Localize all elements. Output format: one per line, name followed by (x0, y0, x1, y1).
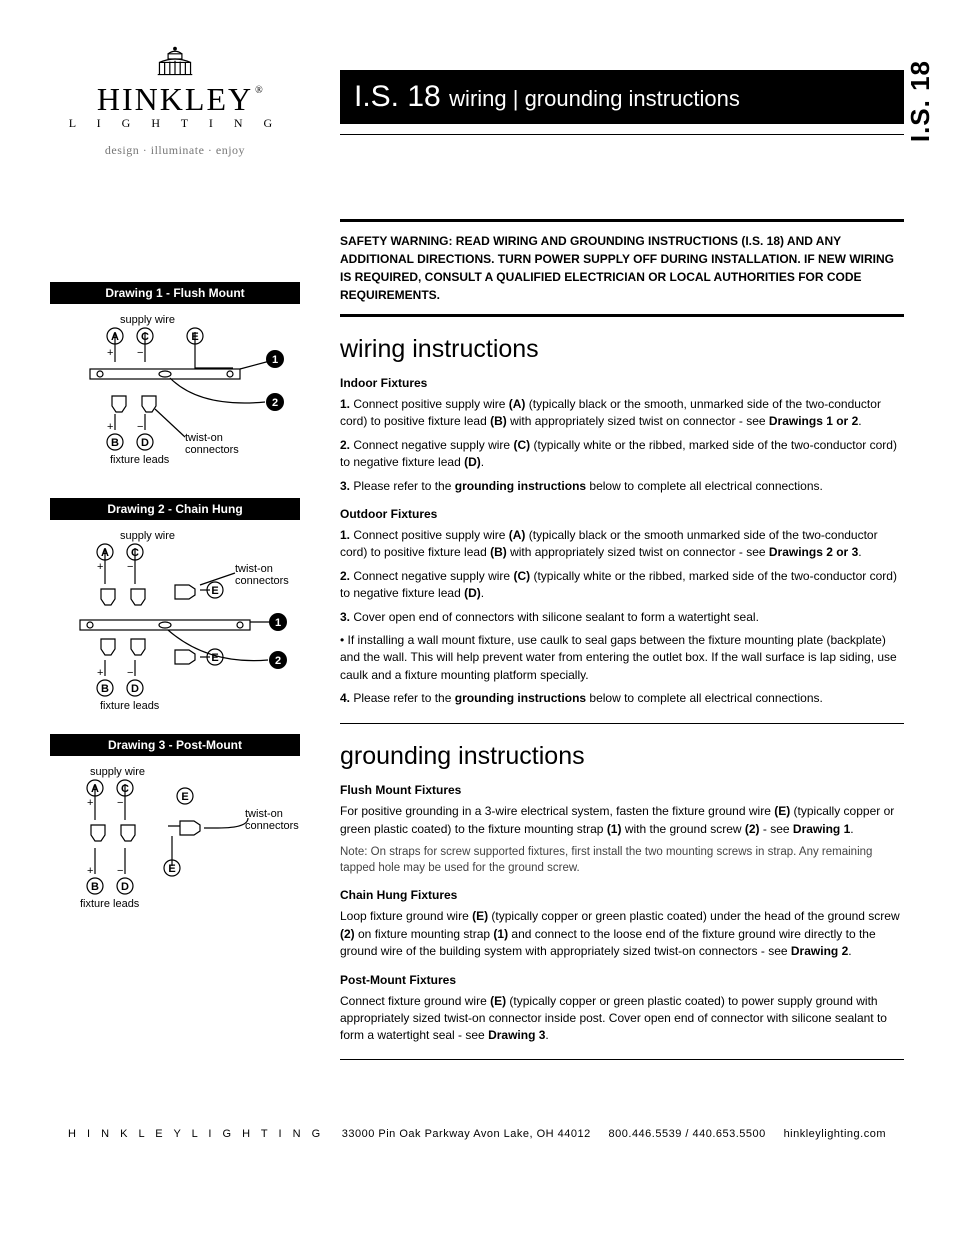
svg-text:+: + (97, 667, 103, 679)
grounding-heading: grounding instructions (340, 742, 904, 771)
logo-reg: ® (255, 85, 265, 96)
svg-text:A: A (101, 547, 109, 559)
outdoor-heading: Outdoor Fixtures (340, 507, 904, 521)
svg-text:−: − (127, 561, 133, 573)
svg-text:+: + (107, 421, 113, 433)
d3-fixture: fixture leads (80, 898, 139, 910)
svg-text:E: E (191, 331, 198, 343)
rule (340, 1059, 904, 1060)
flush-note: Note: On straps for screw supported fixt… (340, 844, 904, 876)
outdoor-p5: 4. Please refer to the grounding instruc… (340, 690, 904, 707)
svg-text:+: + (97, 561, 103, 573)
d2-twist: twist-on connectors (235, 563, 295, 587)
d1-supply: supply wire (120, 314, 175, 326)
svg-text:D: D (141, 437, 149, 449)
svg-text:E: E (211, 652, 218, 664)
indoor-heading: Indoor Fixtures (340, 376, 904, 390)
logo-icon (60, 40, 290, 83)
post-heading: Post-Mount Fixtures (340, 973, 904, 987)
svg-text:E: E (168, 863, 175, 875)
svg-text:B: B (101, 683, 109, 695)
rule (340, 134, 904, 135)
title-main: I.S. 18 (354, 80, 441, 113)
footer: H I N K L E Y L I G H T I N G 33000 Pin … (50, 1128, 904, 1140)
d3-supply: supply wire (90, 766, 145, 778)
svg-text:C: C (131, 547, 139, 559)
rule (340, 723, 904, 724)
d3-twist: twist-on connectors (245, 808, 305, 832)
d1-fixture: fixture leads (110, 454, 169, 466)
rule (340, 219, 904, 222)
svg-text:1: 1 (272, 354, 278, 366)
logo-tagline: design · illuminate · enjoy (60, 143, 290, 158)
footer-phone: 800.446.5539 / 440.653.5500 (609, 1128, 766, 1140)
drawing-1: supply wire (50, 314, 300, 484)
svg-text:+: + (87, 797, 93, 809)
d1-twist: twist-on connectors (185, 432, 245, 456)
flush-p1: For positive grounding in a 3-wire elect… (340, 803, 904, 838)
footer-brand: H I N K L E Y L I G H T I N G (68, 1128, 324, 1140)
rule (340, 314, 904, 317)
svg-text:1: 1 (275, 617, 281, 629)
svg-text:E: E (211, 585, 218, 597)
post-p1: Connect fixture ground wire (E) (typical… (340, 993, 904, 1045)
drawing-2-label: Drawing 2 - Chain Hung (50, 498, 300, 520)
svg-text:−: − (117, 865, 123, 877)
svg-text:+: + (87, 865, 93, 877)
title-sub: wiring | grounding instructions (449, 86, 740, 111)
logo-sub: L I G H T I N G (60, 116, 290, 131)
svg-text:B: B (91, 881, 99, 893)
logo-name: HINKLEY® (60, 81, 290, 118)
svg-text:E: E (181, 791, 188, 803)
wiring-heading: wiring instructions (340, 335, 904, 364)
footer-site: hinkleylighting.com (784, 1128, 886, 1140)
left-column: HINKLEY® L I G H T I N G design · illumi… (50, 40, 300, 1078)
logo-name-text: HINKLEY (97, 81, 253, 117)
svg-text:C: C (121, 783, 129, 795)
outdoor-p2: 2. Connect negative supply wire (C) (typ… (340, 568, 904, 603)
svg-text:D: D (131, 683, 139, 695)
drawing-1-label: Drawing 1 - Flush Mount (50, 282, 300, 304)
page: HINKLEY® L I G H T I N G design · illumi… (50, 40, 904, 1078)
d2-fixture: fixture leads (100, 700, 159, 712)
chain-heading: Chain Hung Fixtures (340, 888, 904, 902)
svg-text:+: + (107, 347, 113, 359)
svg-text:A: A (111, 331, 119, 343)
indoor-p1: 1. Connect positive supply wire (A) (typ… (340, 396, 904, 431)
outdoor-p1: 1. Connect positive supply wire (A) (typ… (340, 527, 904, 562)
svg-text:−: − (137, 421, 143, 433)
logo-block: HINKLEY® L I G H T I N G design · illumi… (50, 40, 300, 158)
svg-text:2: 2 (272, 397, 278, 409)
safety-warning: SAFETY WARNING: READ WIRING AND GROUNDIN… (340, 232, 904, 304)
outdoor-p4: • If installing a wall mount fixture, us… (340, 632, 904, 684)
outdoor-p3: 3. Cover open end of connectors with sil… (340, 609, 904, 626)
svg-text:D: D (121, 881, 129, 893)
svg-text:−: − (117, 797, 123, 809)
indoor-p2: 2. Connect negative supply wire (C) (typ… (340, 437, 904, 472)
drawing-3-label: Drawing 3 - Post-Mount (50, 734, 300, 756)
chain-p1: Loop fixture ground wire (E) (typically … (340, 908, 904, 960)
d2-supply: supply wire (120, 530, 175, 542)
title-bar: I.S. 18 wiring | grounding instructions (340, 70, 904, 124)
svg-text:−: − (127, 667, 133, 679)
drawing-2: supply wire (50, 530, 300, 720)
side-tab: I.S. 18 (905, 60, 936, 142)
svg-text:2: 2 (275, 655, 281, 667)
svg-text:A: A (91, 783, 99, 795)
drawing-3: supply wire (50, 766, 300, 936)
svg-text:−: − (137, 347, 143, 359)
svg-text:B: B (111, 437, 119, 449)
svg-text:C: C (141, 331, 149, 343)
indoor-p3: 3. Please refer to the grounding instruc… (340, 478, 904, 495)
footer-address: 33000 Pin Oak Parkway Avon Lake, OH 4401… (342, 1128, 591, 1140)
right-column: I.S. 18 wiring | grounding instructions … (340, 40, 904, 1078)
flush-heading: Flush Mount Fixtures (340, 783, 904, 797)
